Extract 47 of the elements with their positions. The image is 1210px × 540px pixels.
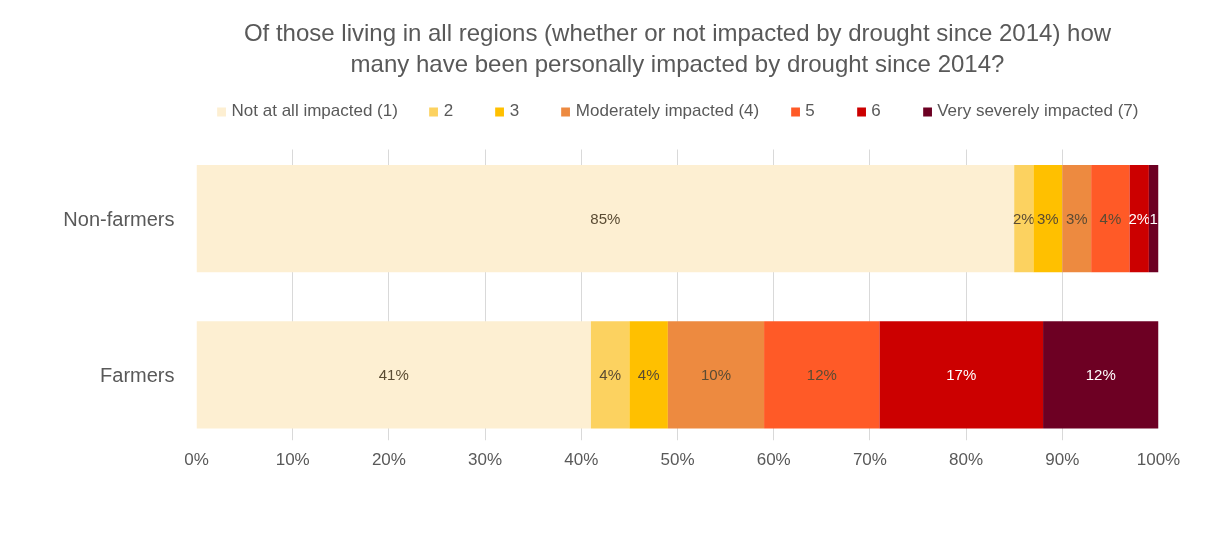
bar — [764, 321, 880, 429]
data-label: 1 — [1149, 209, 1158, 227]
legend-label: Moderately impacted (4) — [575, 101, 760, 121]
data-label: 17% — [946, 366, 977, 384]
data-label: 4% — [1099, 210, 1122, 228]
bar — [667, 321, 765, 429]
data-label: 41% — [378, 366, 409, 384]
bar — [879, 321, 1044, 429]
bar — [1091, 165, 1130, 273]
legend-label: 6 — [871, 101, 882, 121]
chart-title: Of those living in all regions (whether or not impacted by drought since 2014) how many have been personally impacted by drought since 2014? — [243, 19, 1112, 77]
legend-label: 5 — [805, 101, 816, 121]
x-tick-label: 30% — [468, 449, 503, 469]
legend-label: Very severely impacted (7) — [937, 101, 1139, 121]
x-tick-label: 60% — [756, 449, 791, 469]
x-tick-label: 80% — [949, 449, 984, 469]
bar — [196, 321, 591, 429]
legend-label: Not at all impacted (1) — [231, 101, 398, 121]
x-tick-label: 50% — [660, 449, 695, 469]
y-tick-label: Non-farmers — [63, 207, 175, 230]
bar — [629, 321, 668, 429]
legend-label: 3 — [509, 101, 521, 121]
x-tick-label: 90% — [1045, 449, 1080, 469]
x-tick-label: 40% — [564, 449, 599, 469]
x-tick-label: 20% — [371, 449, 406, 469]
data-label: 85% — [590, 210, 621, 228]
bar — [1148, 165, 1159, 273]
data-label: 12% — [806, 366, 837, 384]
data-label: 10% — [700, 366, 731, 384]
bar — [1062, 165, 1092, 273]
x-tick-label: 70% — [852, 449, 887, 469]
data-label: 3% — [1065, 210, 1088, 228]
x-tick-label: 10% — [275, 449, 310, 469]
data-label: 3% — [1037, 210, 1059, 228]
bar — [196, 165, 1015, 273]
data-label: 12% — [1085, 366, 1116, 384]
data-label: 4% — [599, 366, 622, 384]
data-label: 2% — [1128, 210, 1151, 228]
x-tick-label: 100% — [1136, 449, 1181, 469]
legend-label: 2 — [443, 101, 455, 121]
bar — [1043, 321, 1159, 429]
bar — [1033, 165, 1063, 273]
bar — [590, 321, 630, 429]
data-label: 4% — [637, 366, 660, 384]
x-tick-label: 0% — [184, 449, 209, 469]
y-tick-label: Farmers — [100, 363, 175, 386]
bar — [1129, 165, 1149, 273]
